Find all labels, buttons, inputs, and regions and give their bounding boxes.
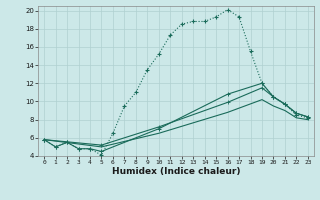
X-axis label: Humidex (Indice chaleur): Humidex (Indice chaleur) bbox=[112, 167, 240, 176]
